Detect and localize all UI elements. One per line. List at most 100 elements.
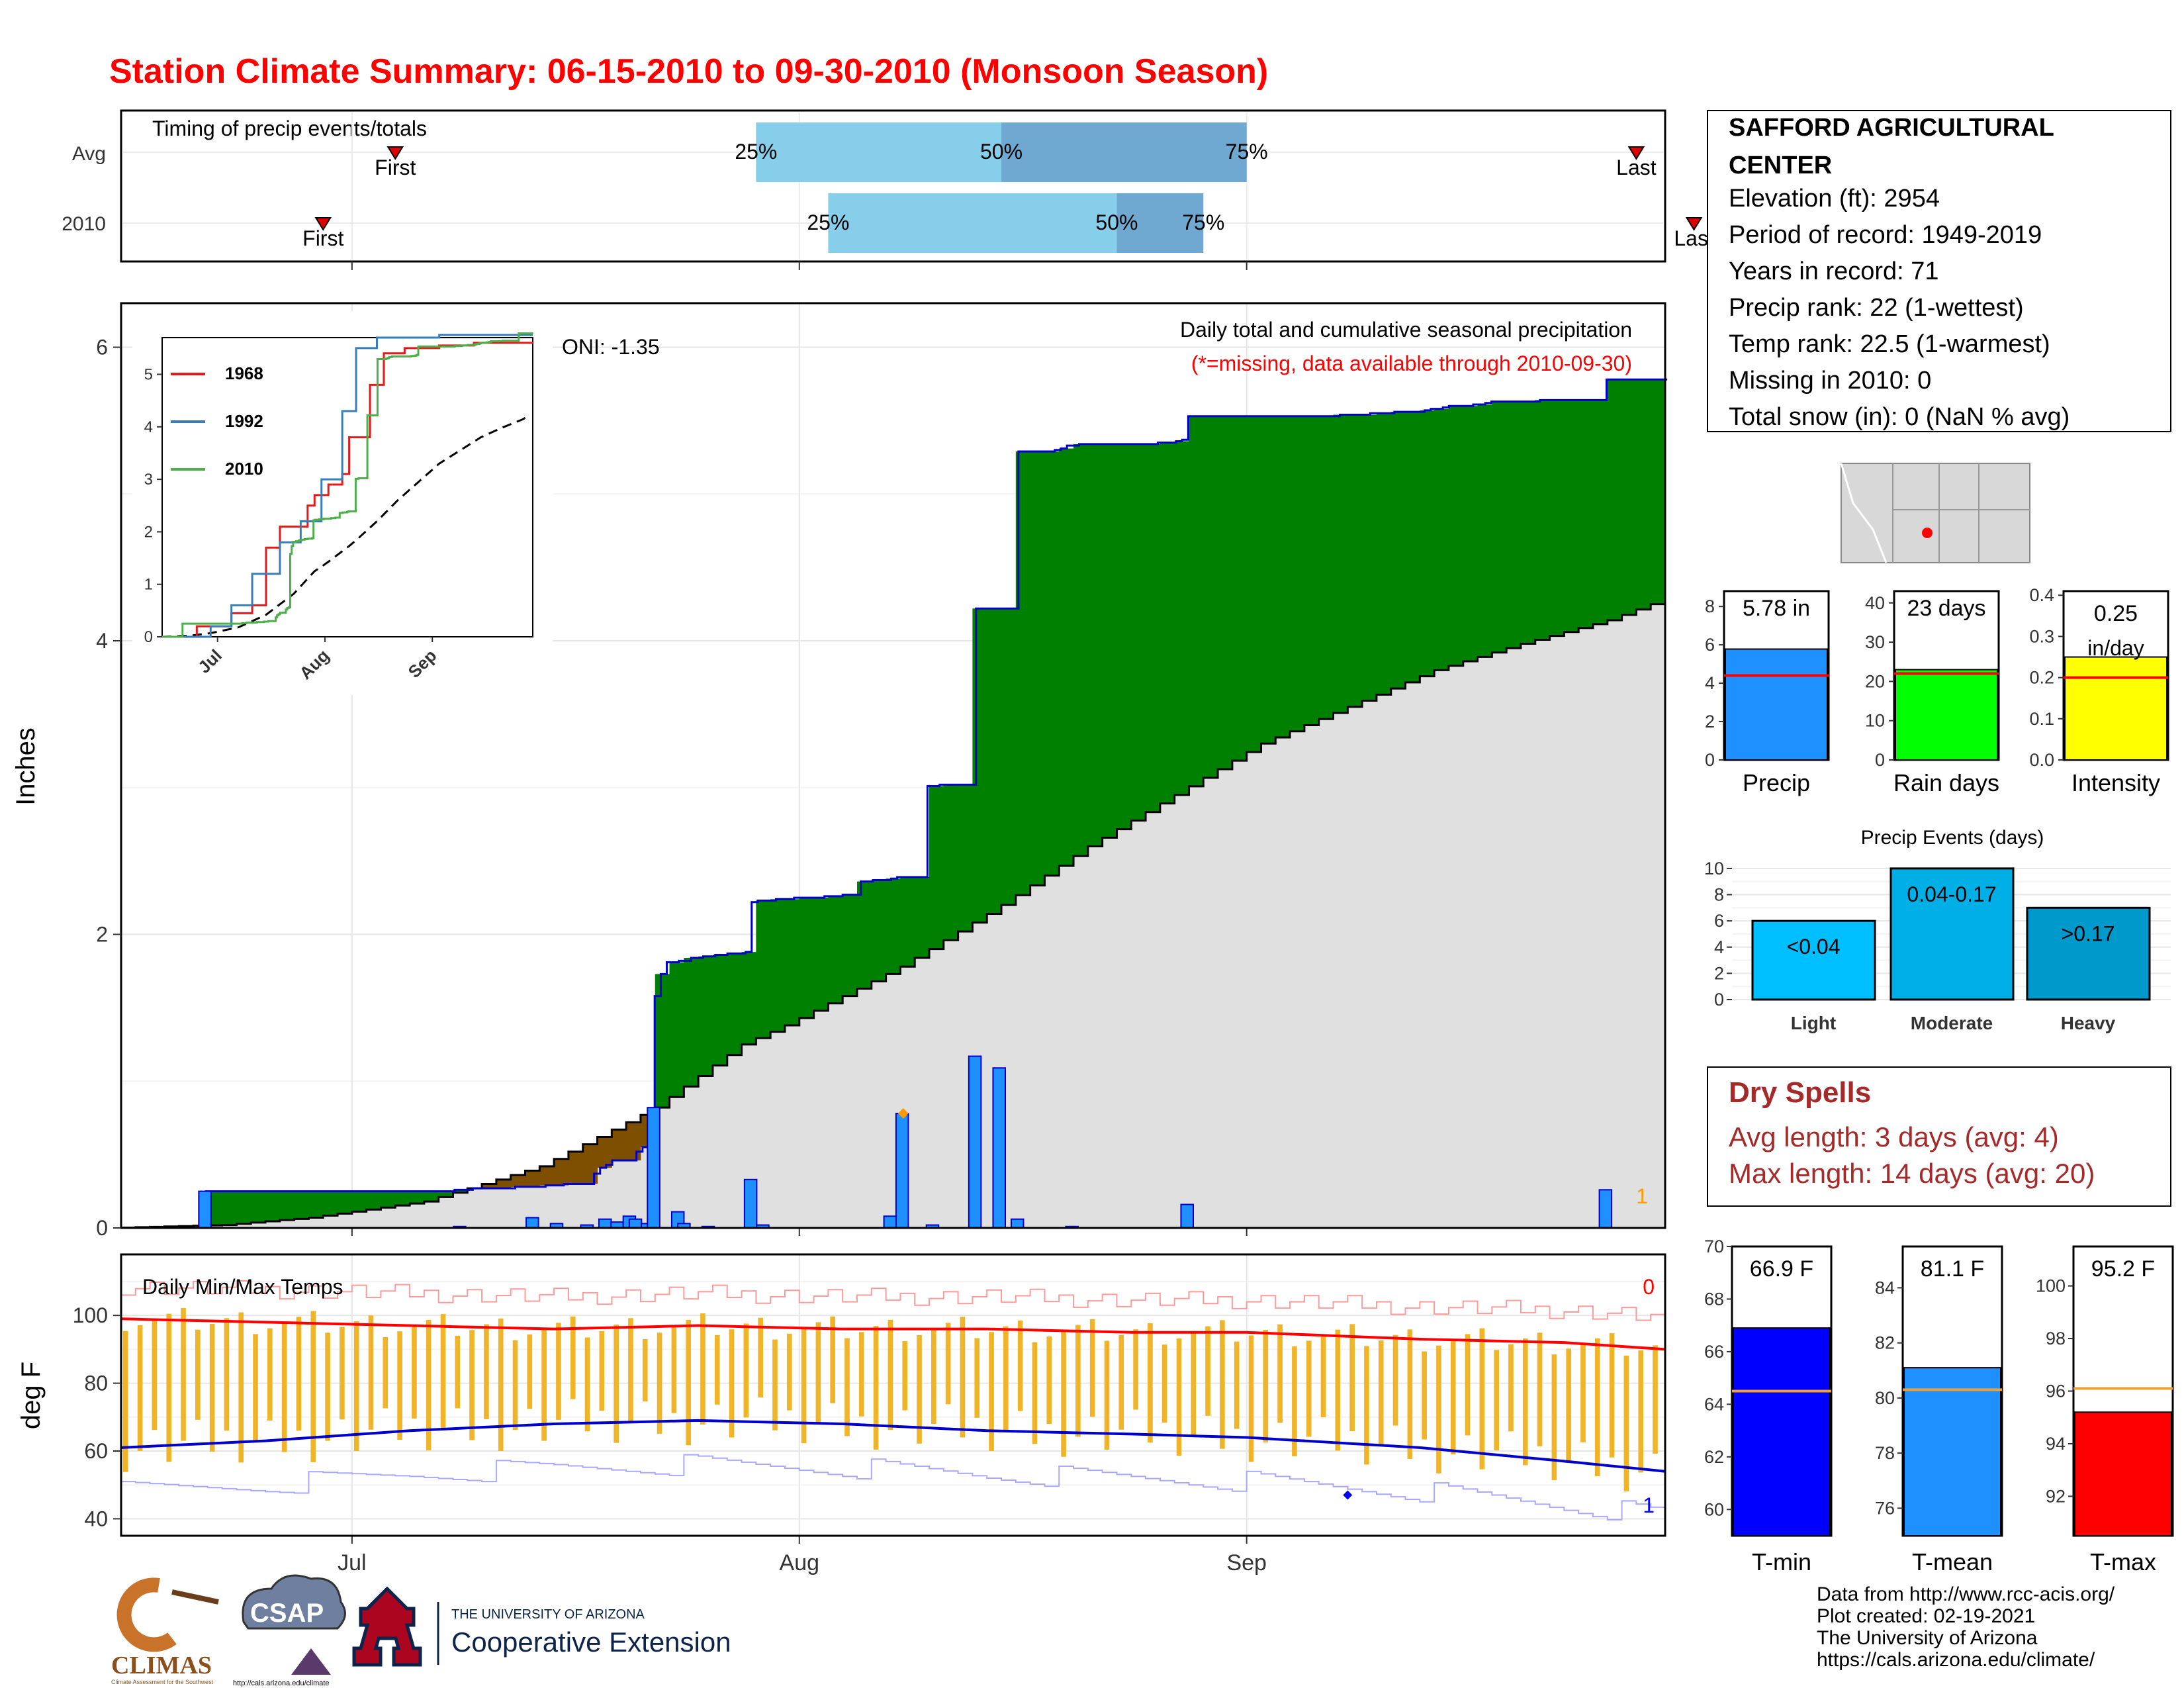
dry-spells-max: Max length: 14 days (avg: 20): [1729, 1158, 2095, 1189]
timing-bar-25-50-2010: [828, 193, 1117, 253]
temp-bar-axis-label: T-max: [2090, 1548, 2156, 1575]
above-average-fill: [684, 957, 699, 1087]
events-bar-range-label: <0.04: [1787, 935, 1841, 959]
daily-temp-range-bar: [1263, 1330, 1269, 1442]
above-average-fill: [1160, 442, 1175, 804]
below-average-fill: [496, 1179, 512, 1189]
temp-panel-title: Daily Min/Max Temps: [142, 1275, 343, 1299]
above-average-fill: [1116, 444, 1132, 829]
above-average-fill: [1535, 400, 1551, 640]
summary-y-tick-label: 4: [1705, 673, 1715, 693]
temp-panel-bg: [121, 1254, 1665, 1536]
daily-precip-bar: [628, 1218, 643, 1229]
temp-bar-y-tick-label: 70: [1704, 1237, 1724, 1256]
summary-bar-axis-label: Precip: [1743, 769, 1810, 796]
above-average-fill: [351, 1191, 367, 1212]
climas-logo-text: CLIMAS: [111, 1652, 212, 1679]
above-average-fill: [1477, 404, 1492, 657]
daily-temp-range-bar: [1032, 1342, 1038, 1444]
last-event-marker-icon: [1627, 146, 1645, 160]
temp-y-label: deg F: [17, 1362, 46, 1429]
above-average-fill: [856, 881, 872, 989]
daily-temp-range-bar: [1450, 1340, 1456, 1455]
above-average-fill: [1102, 444, 1117, 838]
temp-bar-value: [1903, 1367, 2001, 1536]
daily-temp-range-bar: [815, 1322, 821, 1423]
daily-temp-range-bar: [974, 1338, 980, 1418]
temp-bar-y-tick-label: 68: [1704, 1289, 1724, 1309]
daily-temp-range-bar: [1508, 1344, 1514, 1432]
above-average-fill: [828, 896, 843, 1004]
daily-precip-bar: [883, 1215, 897, 1229]
above-average-fill: [395, 1191, 410, 1206]
daily-temp-range-bar: [1292, 1346, 1297, 1456]
above-average-fill: [1304, 416, 1320, 726]
daily-temp-range-bar: [945, 1323, 951, 1405]
above-average-fill: [1463, 406, 1479, 662]
daily-precip-bar: [1180, 1203, 1195, 1229]
daily-temp-range-bar: [1220, 1320, 1225, 1449]
temp-bar-y-tick-label: 96: [2046, 1382, 2066, 1401]
daily-precip-bar: [198, 1190, 212, 1229]
summary-y-tick-label: 6: [1705, 635, 1715, 655]
precip-y-tick-label: 0: [96, 1216, 108, 1240]
station-name-line-2: CENTER: [1729, 152, 1832, 179]
station-info-line: Missing in 2010: 0: [1729, 367, 1931, 395]
summary-y-tick-label: 20: [1865, 671, 1885, 691]
daily-temp-range-bar: [1522, 1338, 1528, 1466]
above-below-average-fill: [135, 379, 1666, 1228]
above-average-fill: [1146, 444, 1161, 812]
above-average-fill: [900, 877, 915, 967]
average-cumulative-fill: [121, 604, 1665, 1228]
credit-line: Plot created: 02-19-2021: [1817, 1605, 2035, 1627]
station-info-lines: Elevation (ft): 2954 Period of record: 19…: [1729, 185, 2070, 431]
above-average-fill: [294, 1191, 309, 1219]
map-coast: [1840, 463, 1888, 563]
temp-y-tick-label: 100: [73, 1303, 108, 1327]
daily-temp-range-bar: [873, 1326, 879, 1450]
daily-temp-range-bar: [1234, 1341, 1240, 1429]
above-average-fill: [1232, 416, 1248, 761]
above-average-fill: [1189, 416, 1204, 786]
daily-temp-range-bar: [960, 1317, 966, 1438]
daily-temp-range-bar: [455, 1335, 461, 1409]
daily-temp-range-bar: [1378, 1340, 1384, 1446]
csap-mountain-icon: [291, 1648, 331, 1675]
daily-temp-range-bar: [1335, 1329, 1341, 1451]
above-average-fill: [236, 1191, 251, 1224]
inset-y-tick-label: 3: [144, 471, 153, 489]
summary-bar-value-label: 23 days: [1907, 596, 1985, 621]
daily-temp-range-bar: [657, 1333, 662, 1434]
precip-y-tick-label: 6: [96, 336, 108, 359]
daily-temp-range-bar: [1089, 1319, 1095, 1417]
temp-bar-y-tick-label: 76: [1875, 1498, 1895, 1518]
temp-bar-axis-label: T-min: [1752, 1548, 1811, 1575]
daily-temp-range-bar: [484, 1324, 489, 1419]
above-average-fill: [1347, 414, 1363, 707]
summary-y-tick-label: 0.1: [2029, 709, 2054, 729]
precip-panel-note: Daily total and cumulative seasonal prec…: [1180, 318, 1632, 342]
daily-temp-range-bar: [1046, 1336, 1052, 1425]
inset-legend-label: 1968: [225, 363, 263, 383]
precip-y-tick-label: 2: [96, 923, 108, 947]
summary-bar-value: [1895, 669, 1998, 761]
month-tick-label: Sep: [1226, 1550, 1267, 1575]
below-average-fill: [539, 1166, 555, 1186]
station-info-line: Period of record: 1949-2019: [1729, 221, 2042, 249]
daily-temp-range-bar: [1594, 1338, 1600, 1477]
daily-temp-range-bar: [166, 1313, 172, 1462]
csap-url: http://cals.arizona.edu/climate: [233, 1679, 330, 1687]
above-average-fill: [669, 962, 684, 1098]
daily-temp-range-bar: [426, 1319, 432, 1450]
above-average-fill: [1592, 400, 1608, 624]
above-average-fill: [453, 1190, 468, 1193]
station-info-box: SAFFORD AGRICULTURAL CENTER Elevation (f…: [1707, 110, 2171, 432]
above-average-fill: [1506, 401, 1522, 649]
dry-spells-avg: Avg length: 3 days (avg: 4): [1729, 1121, 2059, 1152]
above-average-fill: [813, 898, 829, 1011]
below-average-fill: [525, 1170, 540, 1187]
events-y-tick-label: 4: [1714, 937, 1724, 957]
dry-spells-box: Dry Spells Avg length: 3 days (avg: 4) M…: [1707, 1066, 2171, 1207]
above-average-fill: [1621, 379, 1637, 615]
